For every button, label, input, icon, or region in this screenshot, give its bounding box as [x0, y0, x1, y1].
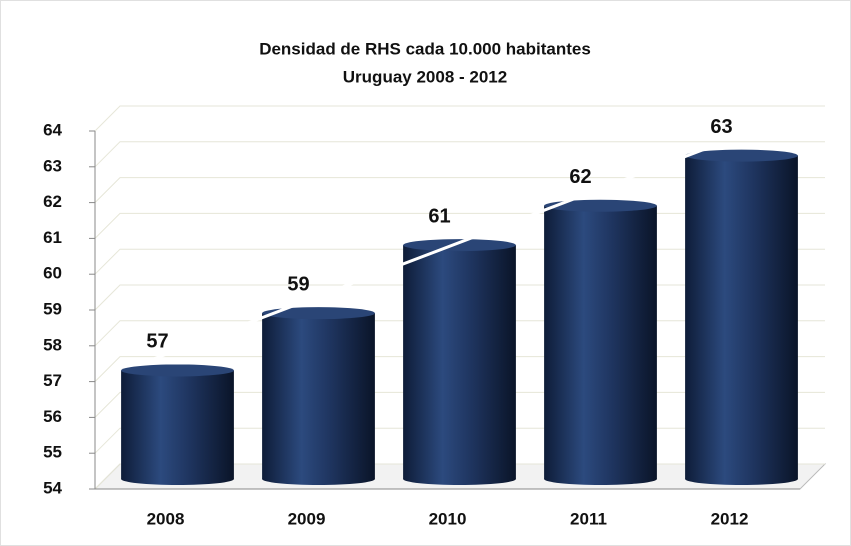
x-tick-label: 2012	[711, 509, 749, 528]
y-tick-label: 64	[43, 120, 62, 139]
data-label: 59	[287, 273, 309, 295]
chart-title: Densidad de RHS cada 10.000 habitantes	[259, 39, 591, 58]
bar	[544, 199, 657, 485]
bar-part	[262, 313, 375, 479]
bar-part	[262, 307, 375, 320]
bar-part	[685, 155, 798, 479]
bar-part	[544, 199, 657, 212]
bar	[121, 364, 234, 485]
y-tick-label: 55	[43, 443, 62, 462]
data-label: 63	[710, 116, 732, 138]
data-label: 62	[569, 166, 591, 188]
y-tick-label: 60	[43, 264, 62, 283]
x-tick-label: 2010	[429, 509, 467, 528]
y-tick-label: 59	[43, 299, 62, 318]
y-tick-label: 58	[43, 335, 62, 354]
data-label: 61	[428, 205, 450, 227]
bar-part	[121, 364, 234, 377]
bar-part	[403, 245, 516, 479]
x-tick-label: 2008	[147, 509, 185, 528]
grid-line	[94, 177, 825, 203]
trend-line	[151, 143, 718, 361]
grid-line	[94, 141, 825, 168]
bar-part	[121, 370, 234, 479]
y-tick-label: 56	[43, 407, 62, 426]
data-label: 57	[146, 331, 168, 353]
y-tick-label: 57	[43, 371, 62, 390]
x-tick-label: 2011	[570, 509, 607, 528]
bar-part	[403, 239, 516, 252]
y-tick-label: 54	[43, 478, 62, 497]
bar-part	[544, 205, 657, 479]
bar	[685, 149, 798, 485]
bar-part	[685, 149, 798, 162]
y-tick-label: 63	[43, 156, 62, 175]
bar	[262, 307, 375, 485]
chart-subtitle: Uruguay 2008 - 2012	[343, 67, 507, 86]
y-tick-label: 62	[43, 192, 62, 211]
y-tick-label: 61	[43, 228, 62, 247]
grid-line	[94, 105, 825, 132]
bar	[403, 239, 516, 485]
x-tick-label: 2009	[288, 509, 326, 528]
